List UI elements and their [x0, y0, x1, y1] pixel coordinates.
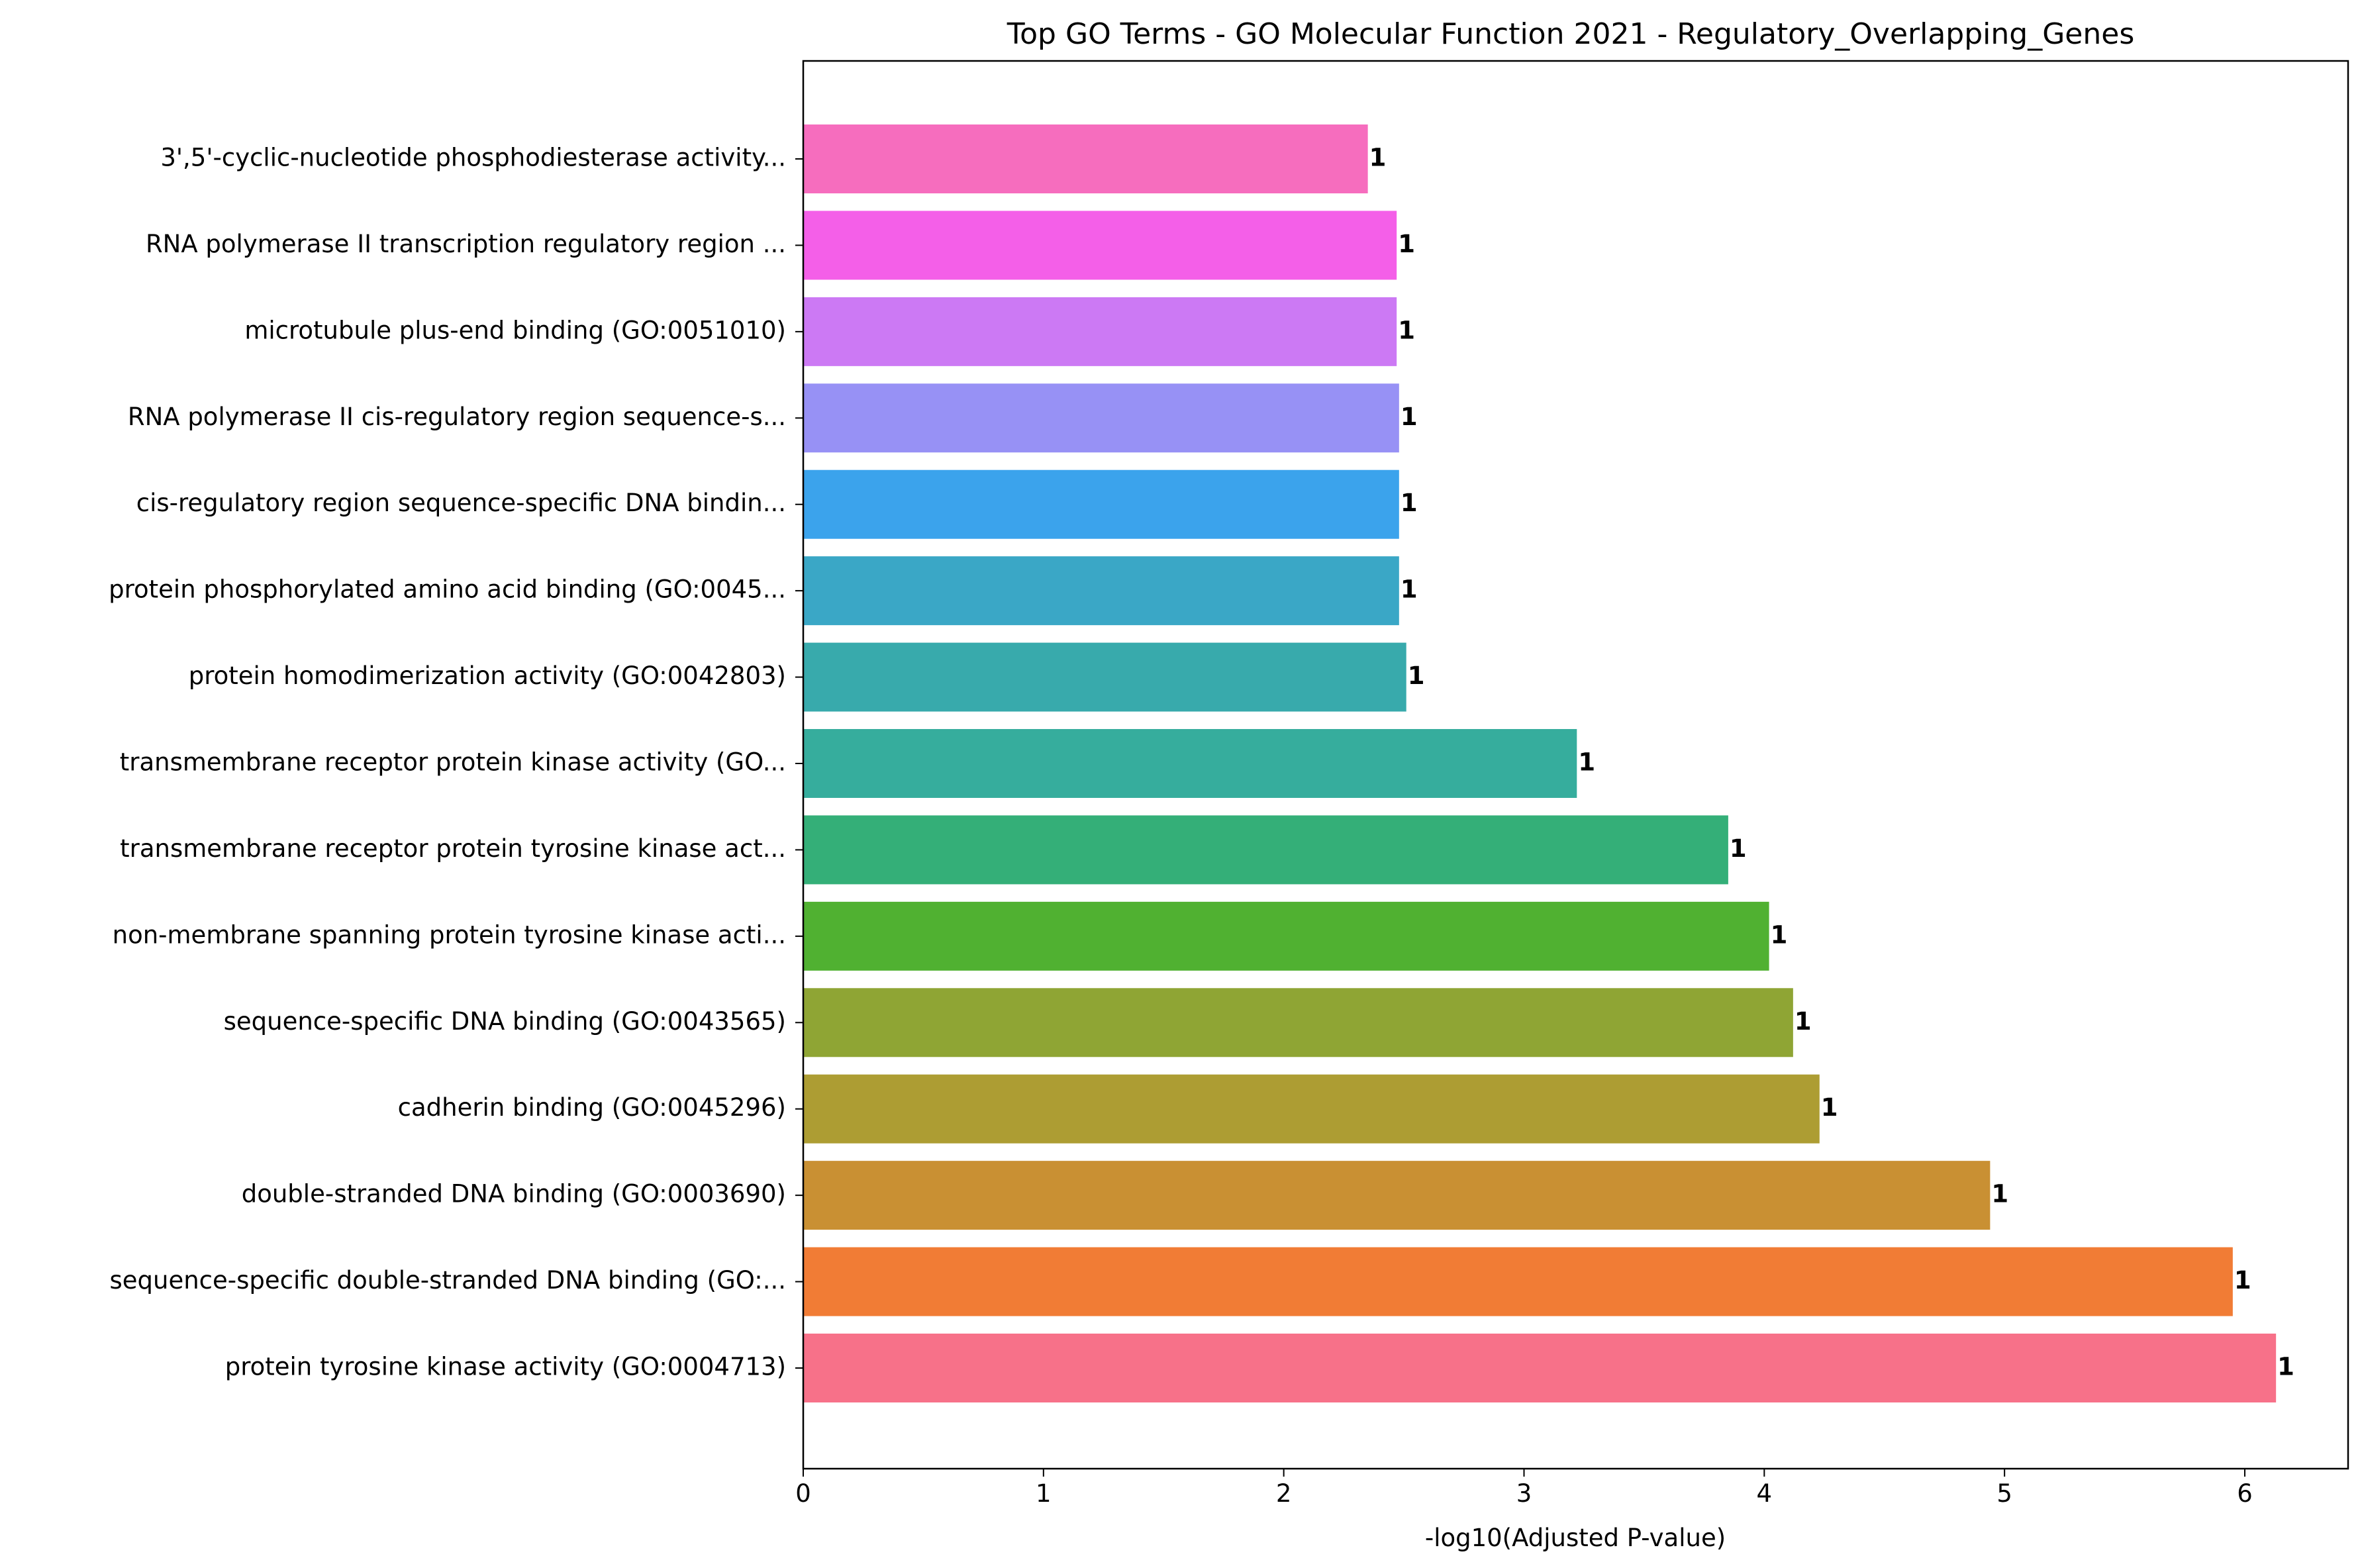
x-tick-label: 1 [1036, 1479, 1052, 1508]
y-tick-label: RNA polymerase II cis-regulatory region … [128, 403, 786, 431]
bar [803, 297, 1397, 366]
bar [803, 815, 1728, 885]
x-axis-ticks: 0 1 2 3 4 5 6 [795, 1469, 2253, 1508]
y-tick-label: transmembrane receptor protein kinase ac… [120, 748, 786, 777]
bar [803, 1074, 1820, 1144]
bar-count-label: 1 [1401, 489, 1418, 517]
bar [803, 1334, 2277, 1402]
bar [803, 383, 1399, 453]
bar-count-label: 1 [2277, 1353, 2294, 1381]
bar [803, 988, 1793, 1057]
x-tick-label: 2 [1276, 1479, 1292, 1508]
bar-count-label: 1 [1795, 1007, 1812, 1036]
y-tick-label: sequence-specific DNA binding (GO:004356… [224, 1007, 786, 1036]
bar [803, 901, 1769, 971]
bar-count-label: 1 [1369, 144, 1387, 172]
y-tick-label: transmembrane receptor protein tyrosine … [120, 834, 786, 863]
y-tick-label: double-stranded DNA binding (GO:0003690) [242, 1180, 786, 1208]
bar [803, 1161, 1991, 1230]
y-tick-label: cadherin binding (GO:0045296) [398, 1093, 786, 1122]
x-tick-label: 5 [1996, 1479, 2012, 1508]
y-tick-label: sequence-specific double-stranded DNA bi… [109, 1266, 786, 1295]
plot-area-frame [802, 60, 2349, 1470]
x-axis-label: -log10(Adjusted P-value) [1425, 1524, 1726, 1552]
x-tick-label: 6 [2237, 1479, 2253, 1508]
bar [803, 729, 1577, 798]
x-tick-label: 3 [1516, 1479, 1532, 1508]
bar [803, 556, 1399, 626]
bar-count-label: 1 [1408, 662, 1425, 690]
bar [803, 469, 1399, 539]
y-tick-label: protein homodimerization activity (GO:00… [189, 662, 786, 690]
bar [803, 124, 1368, 193]
bar-count-label: 1 [1771, 920, 1788, 949]
bar-count-label: 1 [1821, 1093, 1838, 1122]
bar-count-label: 1 [2234, 1266, 2251, 1295]
bar-count-label: 1 [1991, 1180, 2008, 1208]
y-tick-labels: protein tyrosine kinase activity (GO:000… [109, 144, 803, 1381]
x-tick-label: 4 [1757, 1479, 1773, 1508]
chart-title: Top GO Terms - GO Molecular Function 202… [1007, 17, 2135, 51]
y-tick-label: protein tyrosine kinase activity (GO:000… [225, 1353, 786, 1381]
bar [803, 211, 1397, 280]
bar-count-label: 1 [1578, 748, 1595, 777]
bar-count-label: 1 [1398, 316, 1415, 344]
bars-layer: 1 1 1 1 1 1 1 1 1 1 1 1 1 1 1 [803, 124, 2294, 1402]
y-tick-label: RNA polymerase II transcription regulato… [146, 230, 786, 258]
bar-count-label: 1 [1398, 230, 1415, 258]
bar-count-label: 1 [1401, 403, 1418, 431]
y-tick-label: protein phosphorylated amino acid bindin… [109, 575, 786, 604]
y-tick-label: cis-regulatory region sequence-specific … [136, 489, 786, 517]
y-tick-label: 3',5'-cyclic-nucleotide phosphodiesteras… [160, 144, 786, 172]
bar [803, 1247, 2233, 1316]
x-tick-label: 0 [795, 1479, 811, 1508]
bar [803, 642, 1406, 712]
bar-count-label: 1 [1730, 834, 1747, 863]
y-tick-label: non-membrane spanning protein tyrosine k… [113, 920, 786, 949]
y-tick-label: microtubule plus-end binding (GO:0051010… [244, 316, 786, 344]
bar-count-label: 1 [1401, 575, 1418, 604]
